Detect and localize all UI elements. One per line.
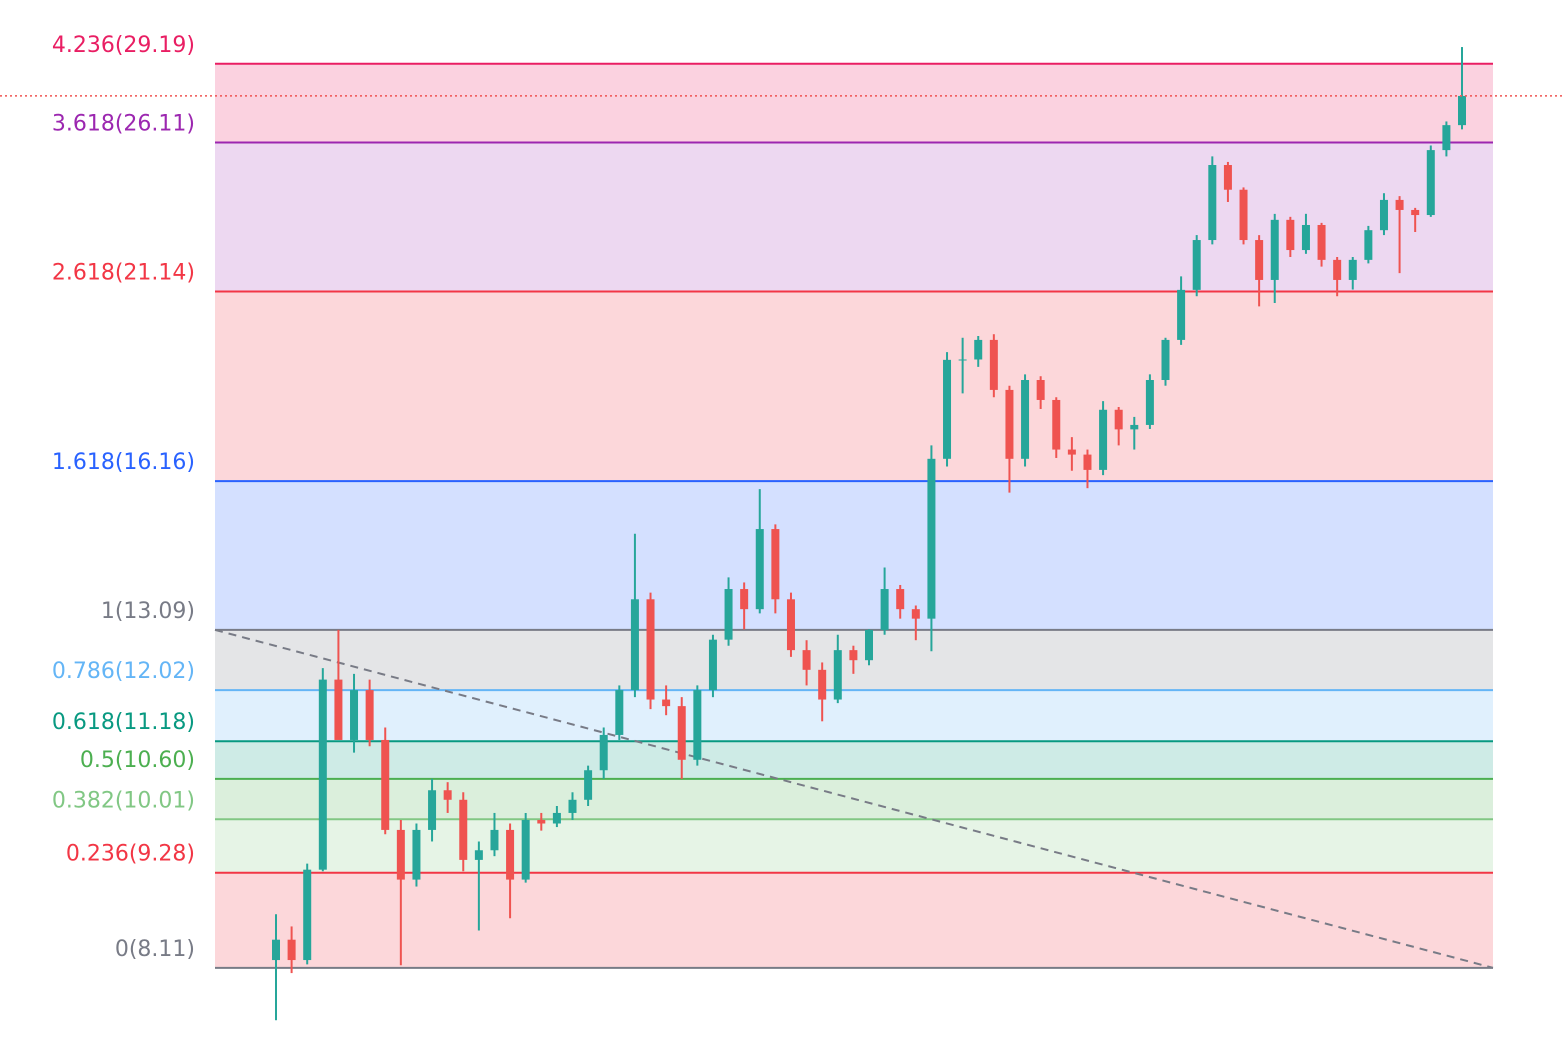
candle-body <box>474 850 483 860</box>
candle-body <box>1177 289 1186 340</box>
candle-body <box>1161 339 1170 381</box>
candle-body <box>287 939 296 961</box>
candle-body <box>1317 224 1326 260</box>
candle-body <box>1192 240 1201 290</box>
fib-level-label: 1.618(16.16) <box>52 450 195 475</box>
candle-body <box>880 589 889 630</box>
candle-body <box>693 690 702 760</box>
candle-body <box>662 699 671 707</box>
candle-body <box>1145 380 1154 425</box>
candle-body <box>1426 150 1435 216</box>
candle-body <box>1021 380 1030 459</box>
candle-body <box>490 829 499 851</box>
fib-level-label: 3.618(26.11) <box>52 111 195 136</box>
fib-level-label: 4.236(29.19) <box>52 33 195 58</box>
candle-body <box>1083 454 1092 470</box>
candle-body <box>1286 219 1295 251</box>
candle-body <box>303 869 312 961</box>
candle-body <box>318 679 327 870</box>
candle-body <box>1239 189 1248 241</box>
candle-body <box>786 599 795 651</box>
candle-body <box>272 939 280 961</box>
candle-body <box>412 829 421 880</box>
candle-body <box>865 629 873 661</box>
candle-body <box>1130 424 1139 430</box>
fib-band <box>215 690 1493 742</box>
candle-body <box>771 529 780 600</box>
candle-body <box>1005 389 1014 459</box>
fib-level-label: 0.382(10.01) <box>52 788 195 813</box>
candle-body <box>1411 209 1420 216</box>
candle-body <box>365 690 374 740</box>
candle-body <box>350 690 359 740</box>
candle-body <box>1099 409 1108 470</box>
fib-band <box>215 741 1493 779</box>
candle-body <box>927 458 936 619</box>
fib-level-label: 1(13.09) <box>101 599 195 624</box>
candle-body <box>428 790 437 830</box>
candle-body <box>818 669 827 700</box>
candle-body <box>381 739 390 830</box>
candle-body <box>521 819 530 880</box>
fib-band <box>215 872 1493 968</box>
candle-body <box>989 339 998 390</box>
candle-body <box>1052 399 1061 450</box>
candle-body <box>708 639 717 691</box>
candle-body <box>1301 224 1310 251</box>
candle-body <box>334 679 343 740</box>
fib-level-label: 2.618(21.14) <box>52 261 195 286</box>
candle-body <box>740 589 749 610</box>
fib-level-label: 0.236(9.28) <box>66 842 195 867</box>
fib-band <box>215 142 1493 292</box>
candle-body <box>459 799 468 860</box>
candle-body <box>646 599 655 700</box>
candle-body <box>1333 259 1342 280</box>
candle-body <box>849 650 858 661</box>
candle-body <box>755 529 764 610</box>
fib-level-label: 0.5(10.60) <box>80 748 195 773</box>
candle-body <box>896 589 905 610</box>
candle-body <box>1442 125 1451 151</box>
candle-body <box>1223 165 1232 190</box>
candle-body <box>1395 199 1404 210</box>
candle-body <box>802 650 811 670</box>
candle-body <box>537 819 546 824</box>
fib-band <box>215 819 1493 873</box>
fib-level-label: 0.618(11.18) <box>52 710 195 735</box>
candle-body <box>552 812 561 824</box>
candle-body <box>506 829 515 880</box>
fib-band <box>215 481 1493 630</box>
trend-line <box>214 628 1494 969</box>
candle-body <box>630 599 639 691</box>
candle-body <box>1379 199 1388 231</box>
candle-body <box>974 339 983 360</box>
fib-band <box>215 291 1493 482</box>
fib-band <box>215 63 1493 143</box>
candle-body <box>1255 240 1264 280</box>
candle-body <box>833 650 842 700</box>
candle-body <box>1458 95 1466 126</box>
candle-body <box>677 706 686 760</box>
candle-body <box>1270 219 1279 280</box>
candle-body <box>1036 380 1045 400</box>
candle-body <box>958 359 967 361</box>
candle-body <box>615 690 624 735</box>
candle-body <box>1364 230 1373 260</box>
candle-body <box>1348 259 1357 280</box>
fib-level-label: 0.786(12.02) <box>52 659 195 684</box>
candle-body <box>584 770 593 800</box>
candle-body <box>568 799 577 813</box>
candle-body <box>396 829 405 880</box>
candle-body <box>1114 409 1123 430</box>
candle-body <box>911 609 920 619</box>
candle-body <box>724 589 733 640</box>
candle-body <box>943 359 952 459</box>
candle-body <box>599 734 608 771</box>
fib-level-label: 0(8.11) <box>115 937 195 962</box>
candle-body <box>1067 449 1076 455</box>
candle-body <box>1208 165 1217 241</box>
candle-body <box>443 790 452 800</box>
